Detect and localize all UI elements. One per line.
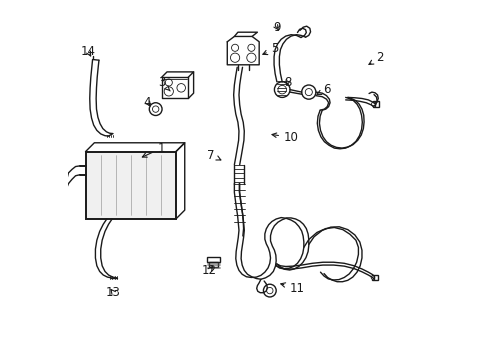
Bar (207, 257, 220, 262)
Text: 11: 11 (281, 282, 304, 294)
Bar (85, 152, 176, 219)
Text: 8: 8 (284, 76, 291, 89)
Bar (372, 101, 379, 107)
Circle shape (248, 44, 255, 51)
Text: 3: 3 (158, 76, 170, 91)
Text: 13: 13 (106, 286, 121, 299)
Circle shape (230, 53, 240, 62)
Bar (209, 262, 218, 267)
Circle shape (264, 284, 276, 297)
Text: 9: 9 (273, 21, 281, 34)
Circle shape (164, 206, 172, 215)
Circle shape (371, 276, 375, 279)
Text: 14: 14 (81, 45, 96, 58)
Circle shape (247, 53, 256, 62)
Circle shape (278, 85, 287, 94)
Text: 1: 1 (142, 141, 166, 157)
Text: 2: 2 (369, 51, 384, 64)
Text: 6: 6 (317, 83, 330, 96)
Text: 10: 10 (272, 131, 299, 144)
Circle shape (302, 85, 316, 99)
Circle shape (274, 82, 290, 98)
Circle shape (89, 206, 98, 215)
Text: 5: 5 (263, 42, 279, 55)
Bar (372, 275, 378, 280)
Circle shape (149, 103, 162, 116)
Text: 7: 7 (207, 149, 221, 162)
Circle shape (164, 156, 172, 165)
Circle shape (232, 44, 239, 51)
Text: 4: 4 (144, 95, 151, 108)
Circle shape (371, 102, 376, 106)
Text: 12: 12 (202, 264, 217, 277)
Circle shape (89, 156, 98, 165)
Circle shape (177, 84, 185, 92)
Circle shape (164, 87, 173, 96)
Circle shape (305, 89, 312, 96)
Circle shape (165, 79, 172, 86)
Circle shape (152, 106, 159, 112)
Circle shape (267, 287, 273, 294)
